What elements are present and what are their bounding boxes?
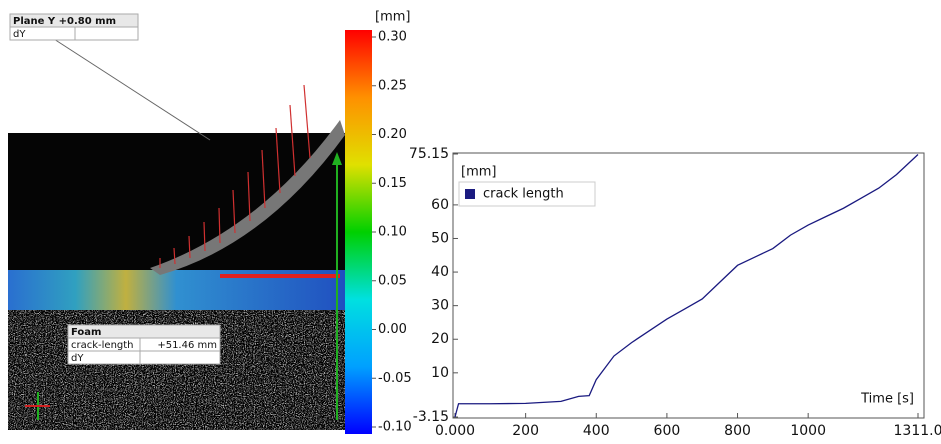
tick-label: 0.10 [378, 225, 407, 240]
dic-image: Plane Y +0.80 mm dY Foam crack-length +5… [8, 14, 345, 430]
colorbar [345, 30, 372, 434]
tick-label: 0.00 [378, 322, 407, 337]
x-tick-label: 200 [512, 423, 539, 439]
foam-key: dY [71, 353, 84, 364]
x-tick-label: 600 [654, 423, 681, 439]
x-axis-label: Time [s] [860, 392, 914, 407]
x-tick-label: 800 [724, 423, 751, 439]
tick-label: 0.25 [378, 78, 407, 93]
y-tick-label: 10 [431, 365, 449, 381]
foam-key: crack-length [71, 340, 134, 351]
y-tick-label: 60 [431, 197, 449, 213]
foam-value: +51.46 mm [157, 340, 217, 351]
tick-label: 0.05 [378, 273, 407, 288]
x-tick-label: 0.000 [435, 423, 475, 439]
plane-title: Plane Y +0.80 mm [13, 16, 116, 27]
plane-row: dY [13, 29, 26, 40]
y-tick-label: 50 [431, 230, 449, 246]
legend-label: crack length [483, 187, 564, 202]
y-tick-label: 40 [431, 264, 449, 280]
tick-label: 0.15 [378, 176, 407, 191]
x-tick-label: 400 [583, 423, 610, 439]
y-tick-label: 20 [431, 331, 449, 347]
y-tick-label: 30 [431, 298, 449, 314]
tick-label: 0.30 [378, 30, 407, 45]
tick-label: -0.05 [378, 371, 412, 386]
tick-label: -0.10 [378, 420, 412, 435]
legend-swatch [465, 189, 475, 199]
colorbar-label: [mm] [375, 10, 410, 25]
x-tick-label: 1000 [790, 423, 826, 439]
foam-title: Foam [71, 327, 101, 338]
y-axis-label: [mm] [461, 165, 496, 180]
x-tick-label: 1311.0 [894, 423, 941, 439]
y-tick-label: 75.15 [409, 146, 449, 162]
tick-label: 0.20 [378, 127, 407, 142]
